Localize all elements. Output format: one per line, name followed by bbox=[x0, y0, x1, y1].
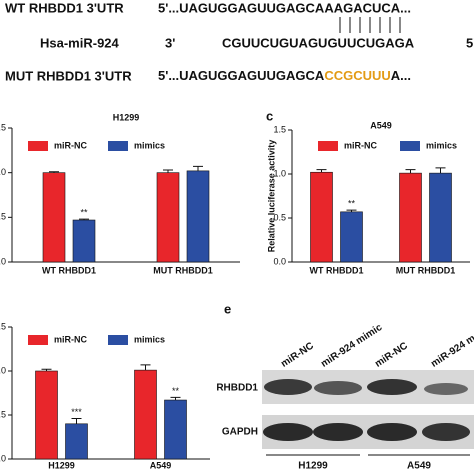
mir-5prime: 5' bbox=[466, 35, 474, 50]
panel-label: c bbox=[266, 108, 273, 123]
mut-sequence: 5'...UAGUGGAGUUGAGCACCGCUUUA... bbox=[158, 68, 411, 83]
y-tick-label: 1.0 bbox=[273, 168, 286, 178]
y-tick-label: 0.0 bbox=[0, 256, 6, 266]
bar bbox=[310, 171, 333, 263]
x-tick-label: MUT RHBDD1 bbox=[153, 265, 213, 275]
mut-seq-a: 5'...UAGUGGAGUUGAGCA bbox=[158, 68, 325, 83]
panel-label: e bbox=[224, 301, 231, 316]
bar bbox=[65, 423, 88, 460]
error-bar bbox=[79, 218, 89, 221]
error-bar bbox=[163, 169, 173, 173]
legend-label: mimics bbox=[426, 140, 457, 150]
bar bbox=[42, 172, 66, 263]
error-bar bbox=[41, 368, 52, 371]
pairing-lines bbox=[339, 17, 401, 33]
y-tick-label: 0.5 bbox=[0, 409, 6, 419]
lane-label: miR-NC bbox=[373, 341, 410, 370]
mir-label: Hsa-miR-924 bbox=[40, 35, 120, 50]
error-bar bbox=[405, 169, 416, 174]
error-bar bbox=[435, 167, 446, 174]
band bbox=[367, 379, 417, 395]
y-tick-label: 0.5 bbox=[0, 212, 6, 222]
row-label: RHBDD1 bbox=[216, 383, 258, 394]
error-bar bbox=[170, 396, 181, 401]
significance: ** bbox=[80, 207, 88, 217]
mut-label: MUT RHBDD1 3'UTR bbox=[5, 68, 132, 83]
significance: ** bbox=[172, 386, 180, 396]
wt-label: WT RHBDD1 3'UTR bbox=[5, 0, 124, 15]
legend-label: miR-NC bbox=[54, 140, 87, 150]
legend-swatch bbox=[28, 141, 48, 151]
legend-label: miR-NC bbox=[344, 140, 377, 150]
error-bar bbox=[346, 209, 357, 212]
band bbox=[313, 423, 363, 441]
error-bar bbox=[140, 364, 151, 371]
legend-swatch bbox=[28, 335, 48, 345]
x-tick-label: WT RHBDD1 bbox=[310, 265, 364, 275]
band bbox=[367, 423, 417, 441]
lane-label: miR-NC bbox=[279, 341, 316, 370]
band bbox=[424, 383, 468, 395]
y-axis-label: Relative luciferase activity bbox=[266, 140, 276, 253]
error-bar bbox=[193, 165, 203, 171]
y-tick-label: 1.5 bbox=[273, 124, 286, 134]
bar bbox=[186, 170, 210, 263]
mir-sequence: CGUUCUGUAGUGUUCUGAGA bbox=[222, 35, 415, 50]
x-tick-label: WT RHBDD1 bbox=[42, 265, 96, 275]
bar bbox=[134, 369, 157, 460]
row-label: GAPDH bbox=[222, 427, 258, 438]
error-bar bbox=[71, 418, 82, 424]
legend-swatch bbox=[400, 141, 420, 151]
mir-3prime: 3' bbox=[165, 35, 175, 50]
significance: ** bbox=[348, 198, 356, 208]
x-tick-label: H1299 bbox=[48, 460, 75, 470]
legend-swatch bbox=[318, 141, 338, 151]
x-tick-label: A549 bbox=[150, 460, 172, 470]
chart-title: A549 bbox=[370, 120, 392, 130]
significance: *** bbox=[71, 407, 82, 417]
mut-seq-b: A... bbox=[391, 68, 411, 83]
legend-swatch bbox=[108, 335, 128, 345]
chart-title: H1299 bbox=[113, 112, 140, 122]
y-tick-label: 1.5 bbox=[0, 321, 6, 331]
legend-label: miR-NC bbox=[54, 334, 87, 344]
bar bbox=[35, 370, 58, 460]
bar bbox=[399, 172, 422, 263]
bar bbox=[340, 211, 363, 263]
lane-label: miR-924 m bbox=[429, 333, 474, 370]
band bbox=[263, 423, 313, 441]
bar bbox=[429, 172, 452, 263]
y-tick-label: 1.5 bbox=[0, 122, 6, 132]
legend-label: mimics bbox=[134, 334, 165, 344]
y-tick-label: 0.5 bbox=[273, 212, 286, 222]
legend-label: mimics bbox=[134, 140, 165, 150]
x-tick-label: MUT RHBDD1 bbox=[396, 265, 456, 275]
mut-seq-mutated: CCGCUUU bbox=[324, 68, 390, 83]
group-label: A549 bbox=[407, 461, 431, 472]
legend-swatch bbox=[108, 141, 128, 151]
band bbox=[314, 381, 362, 395]
bar bbox=[164, 399, 187, 460]
y-tick-label: 0.0 bbox=[273, 256, 286, 266]
y-tick-label: 1.0 bbox=[0, 365, 6, 375]
bar bbox=[72, 219, 96, 263]
wt-sequence: 5'...UAGUGGAGUUGAGCAAAGACUCA... bbox=[158, 0, 411, 15]
error-bar bbox=[49, 171, 59, 173]
y-tick-label: 1.0 bbox=[0, 167, 6, 177]
group-label: H1299 bbox=[298, 461, 328, 472]
error-bar bbox=[316, 169, 327, 173]
y-tick-label: 0.0 bbox=[0, 453, 6, 463]
bar bbox=[156, 172, 180, 263]
band bbox=[422, 423, 470, 441]
band bbox=[264, 379, 312, 395]
